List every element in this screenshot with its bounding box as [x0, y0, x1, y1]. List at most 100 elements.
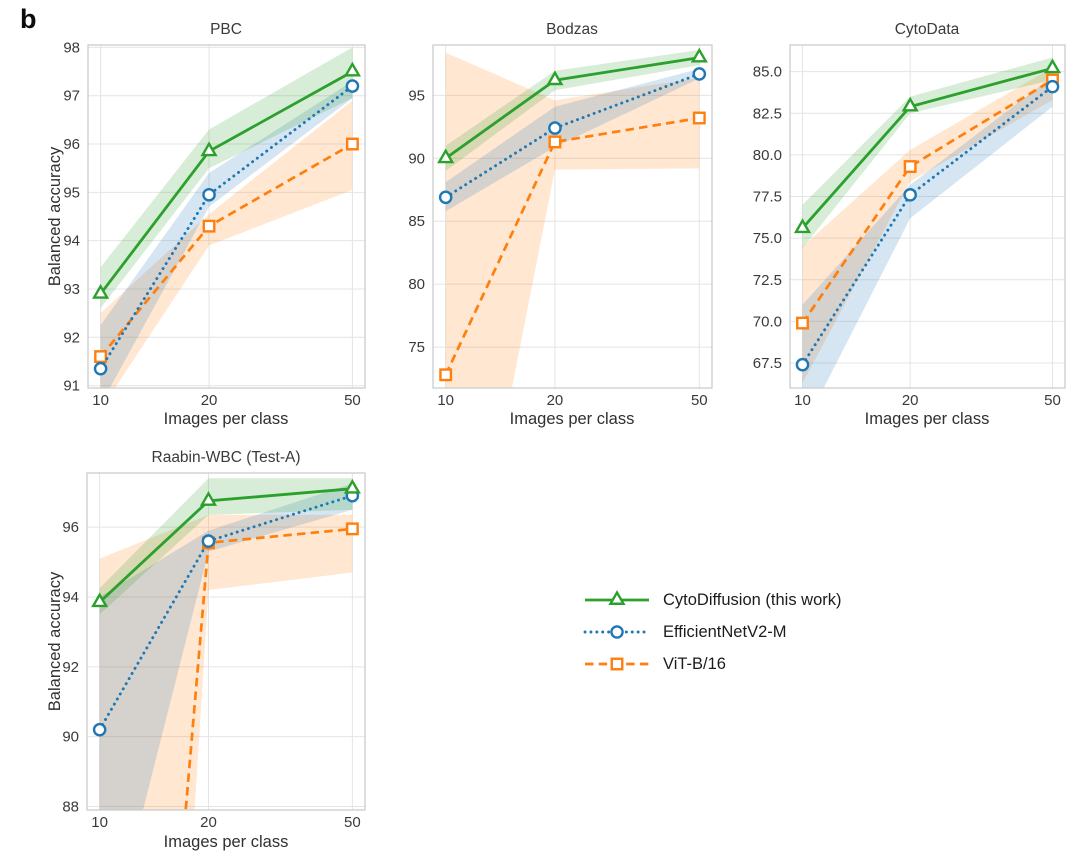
- circle-icon: [610, 625, 624, 639]
- circle-marker-efficientnetv2m: [548, 121, 562, 135]
- chart-raabin: Raabin-WBC (Test-A) 88 90 92 94 96 10 20 50 Image…: [46, 449, 366, 851]
- y-tick-label: 97: [63, 88, 80, 105]
- triangle-marker-cytodiffusion: [793, 218, 812, 234]
- y-tick-label: 70.0: [753, 313, 782, 330]
- y-tick-label: 92: [63, 329, 80, 346]
- y-tick-label: 94: [62, 589, 79, 606]
- x-tick-label: 10: [92, 392, 109, 409]
- legend-item-cytodiffusion: CytoDiffusion (this work): [583, 589, 842, 611]
- triangle-marker-cytodiffusion: [901, 96, 919, 112]
- y-tick-label: 95: [408, 87, 425, 104]
- square-marker-vitb16: [345, 137, 359, 151]
- y-tick-label: 75: [408, 339, 425, 356]
- plot-area: [793, 57, 1062, 388]
- triangle-marker-cytodiffusion: [690, 47, 708, 63]
- square-icon: [610, 657, 624, 671]
- y-tick-label: 80.0: [753, 147, 782, 164]
- band-cytodiffusion: [100, 47, 353, 309]
- gridlines: [88, 45, 365, 388]
- triangle-marker-cytodiffusion: [92, 283, 110, 299]
- circle-marker-efficientnetv2m: [795, 357, 810, 372]
- circle-marker-efficientnetv2m: [92, 722, 107, 737]
- circle-marker-efficientnetv2m: [345, 79, 360, 93]
- triangle-marker-cytodiffusion: [546, 70, 564, 86]
- square-marker-vitb16: [796, 316, 809, 330]
- y-tick-label: 75.0: [753, 230, 782, 247]
- circle-marker-efficientnetv2m: [201, 534, 216, 548]
- y-tick-label: 82.5: [753, 105, 782, 122]
- triangle-marker-cytodiffusion: [437, 148, 455, 164]
- y-tick-label: 85.0: [753, 64, 782, 81]
- triangle-marker-cytodiffusion: [343, 61, 361, 77]
- band-efficientnetv2m: [445, 68, 700, 212]
- circle-legend-marker-icon: [583, 625, 651, 639]
- chart-pbc: PBC 91 92 93 94 95 96 97 98 10 20 50 Images per clas…: [46, 21, 366, 428]
- legend: CytoDiffusion (this work) EfficientNetV2-…: [583, 589, 842, 685]
- series-line-vitb16: [444, 116, 700, 376]
- x-tick-label: 10: [437, 392, 454, 409]
- y-axis-label: Balanced accuracy: [46, 146, 64, 286]
- y-tick-label: 98: [63, 39, 80, 56]
- gridlines: [87, 473, 365, 810]
- y-axis-label: Balanced accuracy: [46, 571, 64, 711]
- y-tick-label: 77.5: [753, 189, 782, 206]
- y-tick-label: 96: [63, 136, 80, 153]
- triangle-marker-cytodiffusion: [91, 592, 109, 608]
- circle-marker-efficientnetv2m: [1045, 79, 1060, 94]
- x-tick-label: 50: [344, 814, 361, 831]
- legend-label: EfficientNetV2-M: [663, 622, 787, 641]
- chart-title: CytoData: [895, 21, 960, 38]
- plot-area: [437, 47, 708, 388]
- plot-frame: [87, 44, 366, 389]
- plot-area: [92, 47, 361, 388]
- y-tick-label: 90: [408, 150, 425, 167]
- x-tick-label: 50: [691, 392, 708, 409]
- chart-title: Bodzas: [546, 21, 598, 38]
- chart-title: PBC: [210, 21, 242, 38]
- chart-bodzas: Bodzas 75 80 85 90 95 10 20 50 Images per class: [408, 21, 713, 428]
- x-tick-label: 20: [200, 814, 217, 831]
- band-efficientnetv2m: [100, 81, 353, 388]
- chart-cytodata: CytoData 67.5 70.0 72.5 75.0 77.5 80.0 82.5 85.0…: [753, 21, 1066, 428]
- triangle-icon: [608, 590, 626, 605]
- square-legend-marker-icon: [585, 657, 649, 671]
- square-marker-vitb16: [345, 522, 359, 536]
- circle-marker-efficientnetv2m: [438, 190, 453, 205]
- band-efficientnetv2m: [802, 76, 1053, 388]
- square-marker-vitb16: [439, 368, 453, 382]
- x-axis-label: Images per class: [865, 410, 990, 428]
- legend-label: ViT-B/16: [663, 654, 726, 673]
- plot-frame: [432, 44, 713, 389]
- x-axis-label: Images per class: [164, 410, 289, 428]
- x-axis-label: Images per class: [164, 833, 289, 851]
- circle-marker-efficientnetv2m: [903, 188, 917, 202]
- plot-area: [91, 478, 361, 810]
- plot-frame: [789, 44, 1066, 389]
- legend-item-vitb16: ViT-B/16: [583, 653, 842, 675]
- legend-item-efficientnetv2m: EfficientNetV2-M: [583, 621, 842, 643]
- square-marker-vitb16: [903, 160, 917, 173]
- x-tick-label: 10: [91, 814, 108, 831]
- gridlines: [433, 45, 712, 388]
- y-tick-label: 85: [408, 213, 425, 230]
- x-tick-label: 50: [1044, 392, 1061, 409]
- chart-title: Raabin-WBC (Test-A): [152, 449, 301, 466]
- x-axis-label: Images per class: [510, 410, 635, 428]
- triangle-marker-cytodiffusion: [200, 141, 218, 157]
- square-marker-vitb16: [202, 219, 216, 233]
- band-vitb16: [802, 67, 1053, 383]
- y-tick-label: 67.5: [753, 355, 782, 372]
- band-vitb16: [99, 514, 353, 810]
- plot-frame: [86, 472, 366, 811]
- band-vitb16: [100, 100, 353, 388]
- band-vitb16: [445, 52, 700, 388]
- x-tick-label: 10: [794, 392, 811, 409]
- y-tick-label: 72.5: [753, 272, 782, 289]
- square-marker-vitb16: [548, 135, 562, 149]
- circle-marker-efficientnetv2m: [93, 361, 108, 376]
- y-tick-label: 94: [63, 233, 80, 250]
- square-marker-vitb16: [692, 111, 706, 125]
- triangle-marker-cytodiffusion: [343, 478, 361, 494]
- legend-label: CytoDiffusion (this work): [663, 590, 842, 609]
